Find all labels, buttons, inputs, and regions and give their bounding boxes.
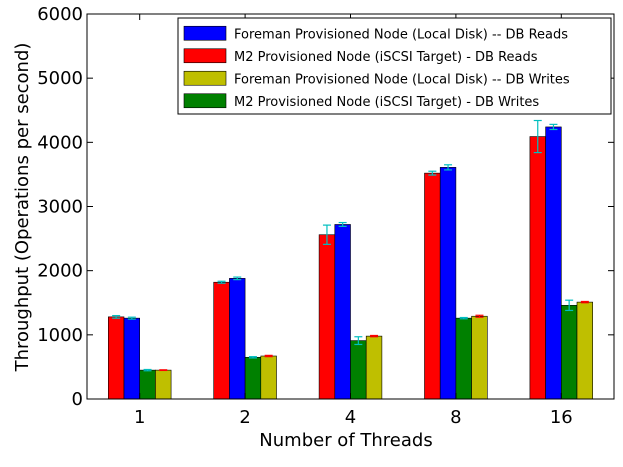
legend-swatch-3 xyxy=(183,93,227,109)
x-tick-label-4: 16 xyxy=(550,407,573,428)
bar-s3-c2 xyxy=(350,340,367,400)
bar-s3-c0 xyxy=(139,369,156,400)
bar-s0-c3 xyxy=(439,167,457,400)
x-tick-label-3: 8 xyxy=(450,407,461,428)
y-tick-label-1: 1000 xyxy=(37,325,83,346)
bar-s3-c1 xyxy=(244,356,262,400)
legend-box xyxy=(177,17,612,115)
bar-s3-c3 xyxy=(455,317,472,400)
bar-s0-c1 xyxy=(229,278,246,400)
bar-s1-c3 xyxy=(424,172,441,400)
y-tick-label-2: 2000 xyxy=(37,261,83,282)
legend-swatch-2 xyxy=(183,70,227,86)
bar-s0-c2 xyxy=(334,224,351,400)
x-tick-label-1: 2 xyxy=(239,407,250,428)
bar-s1-c1 xyxy=(213,281,230,400)
x-tick-label-2: 4 xyxy=(345,407,356,428)
bar-s2-c2 xyxy=(365,335,383,400)
y-tick-label-3: 3000 xyxy=(37,197,83,218)
y-axis-label: Throughput (Operations per second) xyxy=(12,43,33,373)
bar-s2-c1 xyxy=(260,355,277,400)
legend-label-3: M2 Provisioned Node (iSCSI Target) - DB … xyxy=(234,95,539,110)
bar-s1-c0 xyxy=(108,316,125,400)
bar-s3-c4 xyxy=(560,305,578,400)
axes: 0 1000 2000 3000 4000 5000 6000 1 2 4 8 16 xyxy=(37,4,615,428)
legend: Foreman Provisioned Node (Local Disk) --… xyxy=(177,17,612,115)
y-tick-label-6: 6000 xyxy=(37,4,83,25)
y-tick-label-4: 4000 xyxy=(37,132,83,153)
x-tick-label-0: 1 xyxy=(134,407,145,428)
bar-s2-c4 xyxy=(576,301,593,400)
legend-label-0: Foreman Provisioned Node (Local Disk) --… xyxy=(234,27,568,42)
bar-s0-c4 xyxy=(545,126,562,400)
bar-s1-c4 xyxy=(529,136,546,400)
legend-swatch-0 xyxy=(183,25,227,41)
legend-swatch-1 xyxy=(183,48,227,64)
bar-s2-c0 xyxy=(155,369,172,400)
y-tick-label-0: 0 xyxy=(72,389,83,410)
bar-s0-c0 xyxy=(123,317,140,400)
y-tick-label-5: 5000 xyxy=(37,68,83,89)
legend-label-2: Foreman Provisioned Node (Local Disk) --… xyxy=(234,72,570,87)
bar-s2-c3 xyxy=(471,315,488,400)
legend-label-1: M2 Provisioned Node (iSCSI Target) - DB … xyxy=(234,50,538,65)
bar-s1-c2 xyxy=(318,234,336,400)
plot-area xyxy=(108,119,593,400)
x-axis-label: Number of Threads xyxy=(259,430,432,451)
